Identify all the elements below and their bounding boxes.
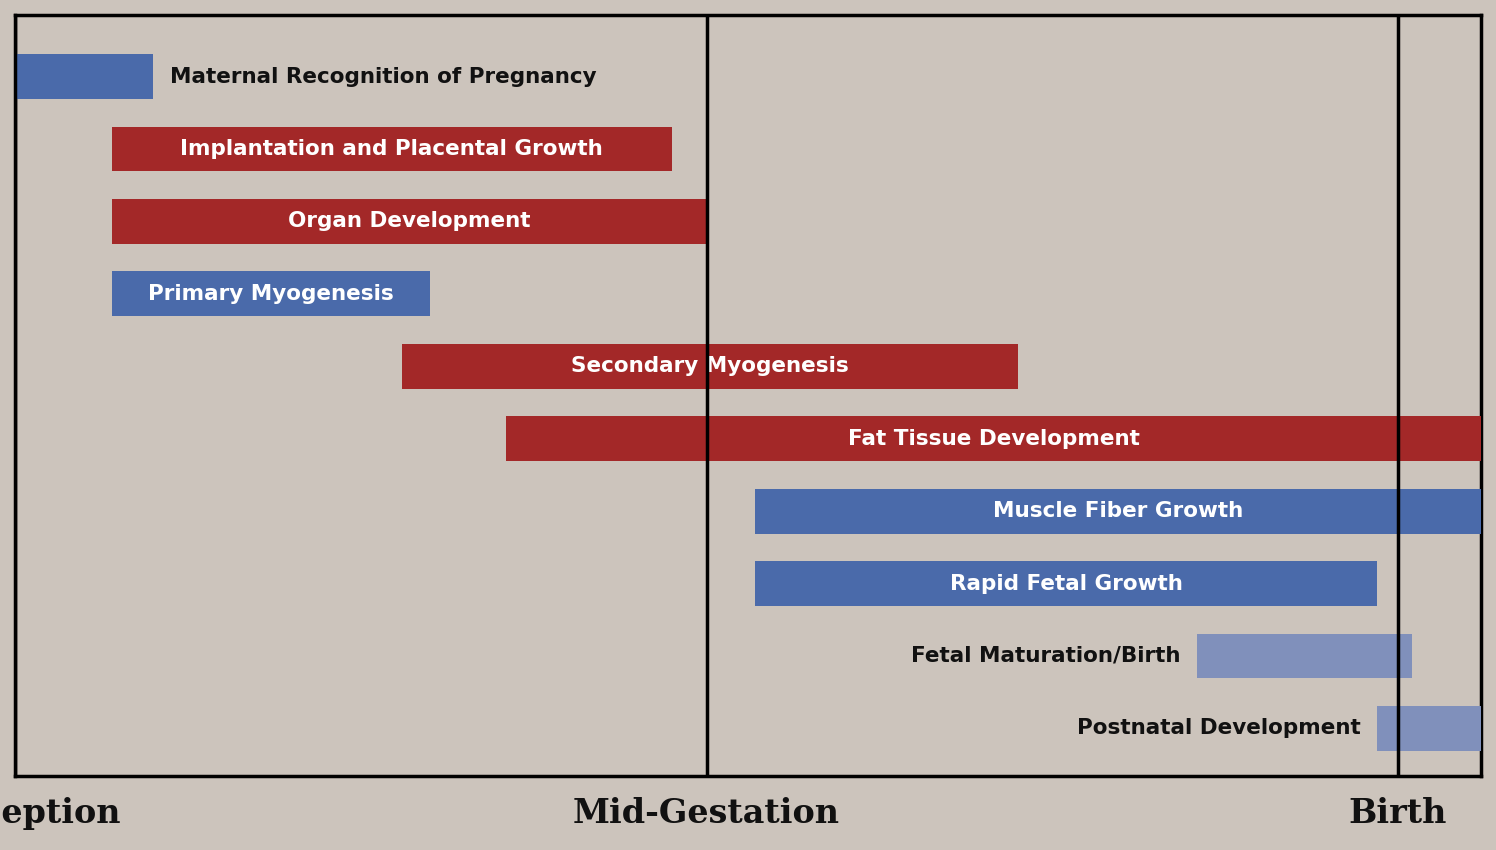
Text: Muscle Fiber Growth: Muscle Fiber Growth (993, 502, 1243, 521)
Bar (402, 344, 1017, 388)
Text: Primary Myogenesis: Primary Myogenesis (148, 284, 393, 303)
Text: Secondary Myogenesis: Secondary Myogenesis (571, 356, 848, 377)
Bar (755, 489, 1481, 534)
Text: Conception: Conception (0, 797, 121, 830)
Bar (112, 127, 672, 172)
Text: Postnatal Development: Postnatal Development (1077, 718, 1361, 739)
Text: Birth: Birth (1349, 797, 1447, 830)
Bar (112, 271, 429, 316)
Text: Mid-Gestation: Mid-Gestation (573, 797, 841, 830)
Bar (755, 561, 1378, 606)
Text: Rapid Fetal Growth: Rapid Fetal Growth (950, 574, 1182, 593)
Bar (112, 199, 706, 244)
Text: Fetal Maturation/Birth: Fetal Maturation/Birth (911, 646, 1180, 666)
Text: Implantation and Placental Growth: Implantation and Placental Growth (181, 139, 603, 159)
Text: Organ Development: Organ Development (287, 212, 531, 231)
Text: Fat Tissue Development: Fat Tissue Development (848, 428, 1140, 449)
Bar (506, 416, 1481, 462)
Bar (1197, 633, 1412, 678)
Bar (1378, 706, 1481, 751)
Bar (15, 54, 153, 99)
Text: Maternal Recognition of Pregnancy: Maternal Recognition of Pregnancy (171, 66, 597, 87)
